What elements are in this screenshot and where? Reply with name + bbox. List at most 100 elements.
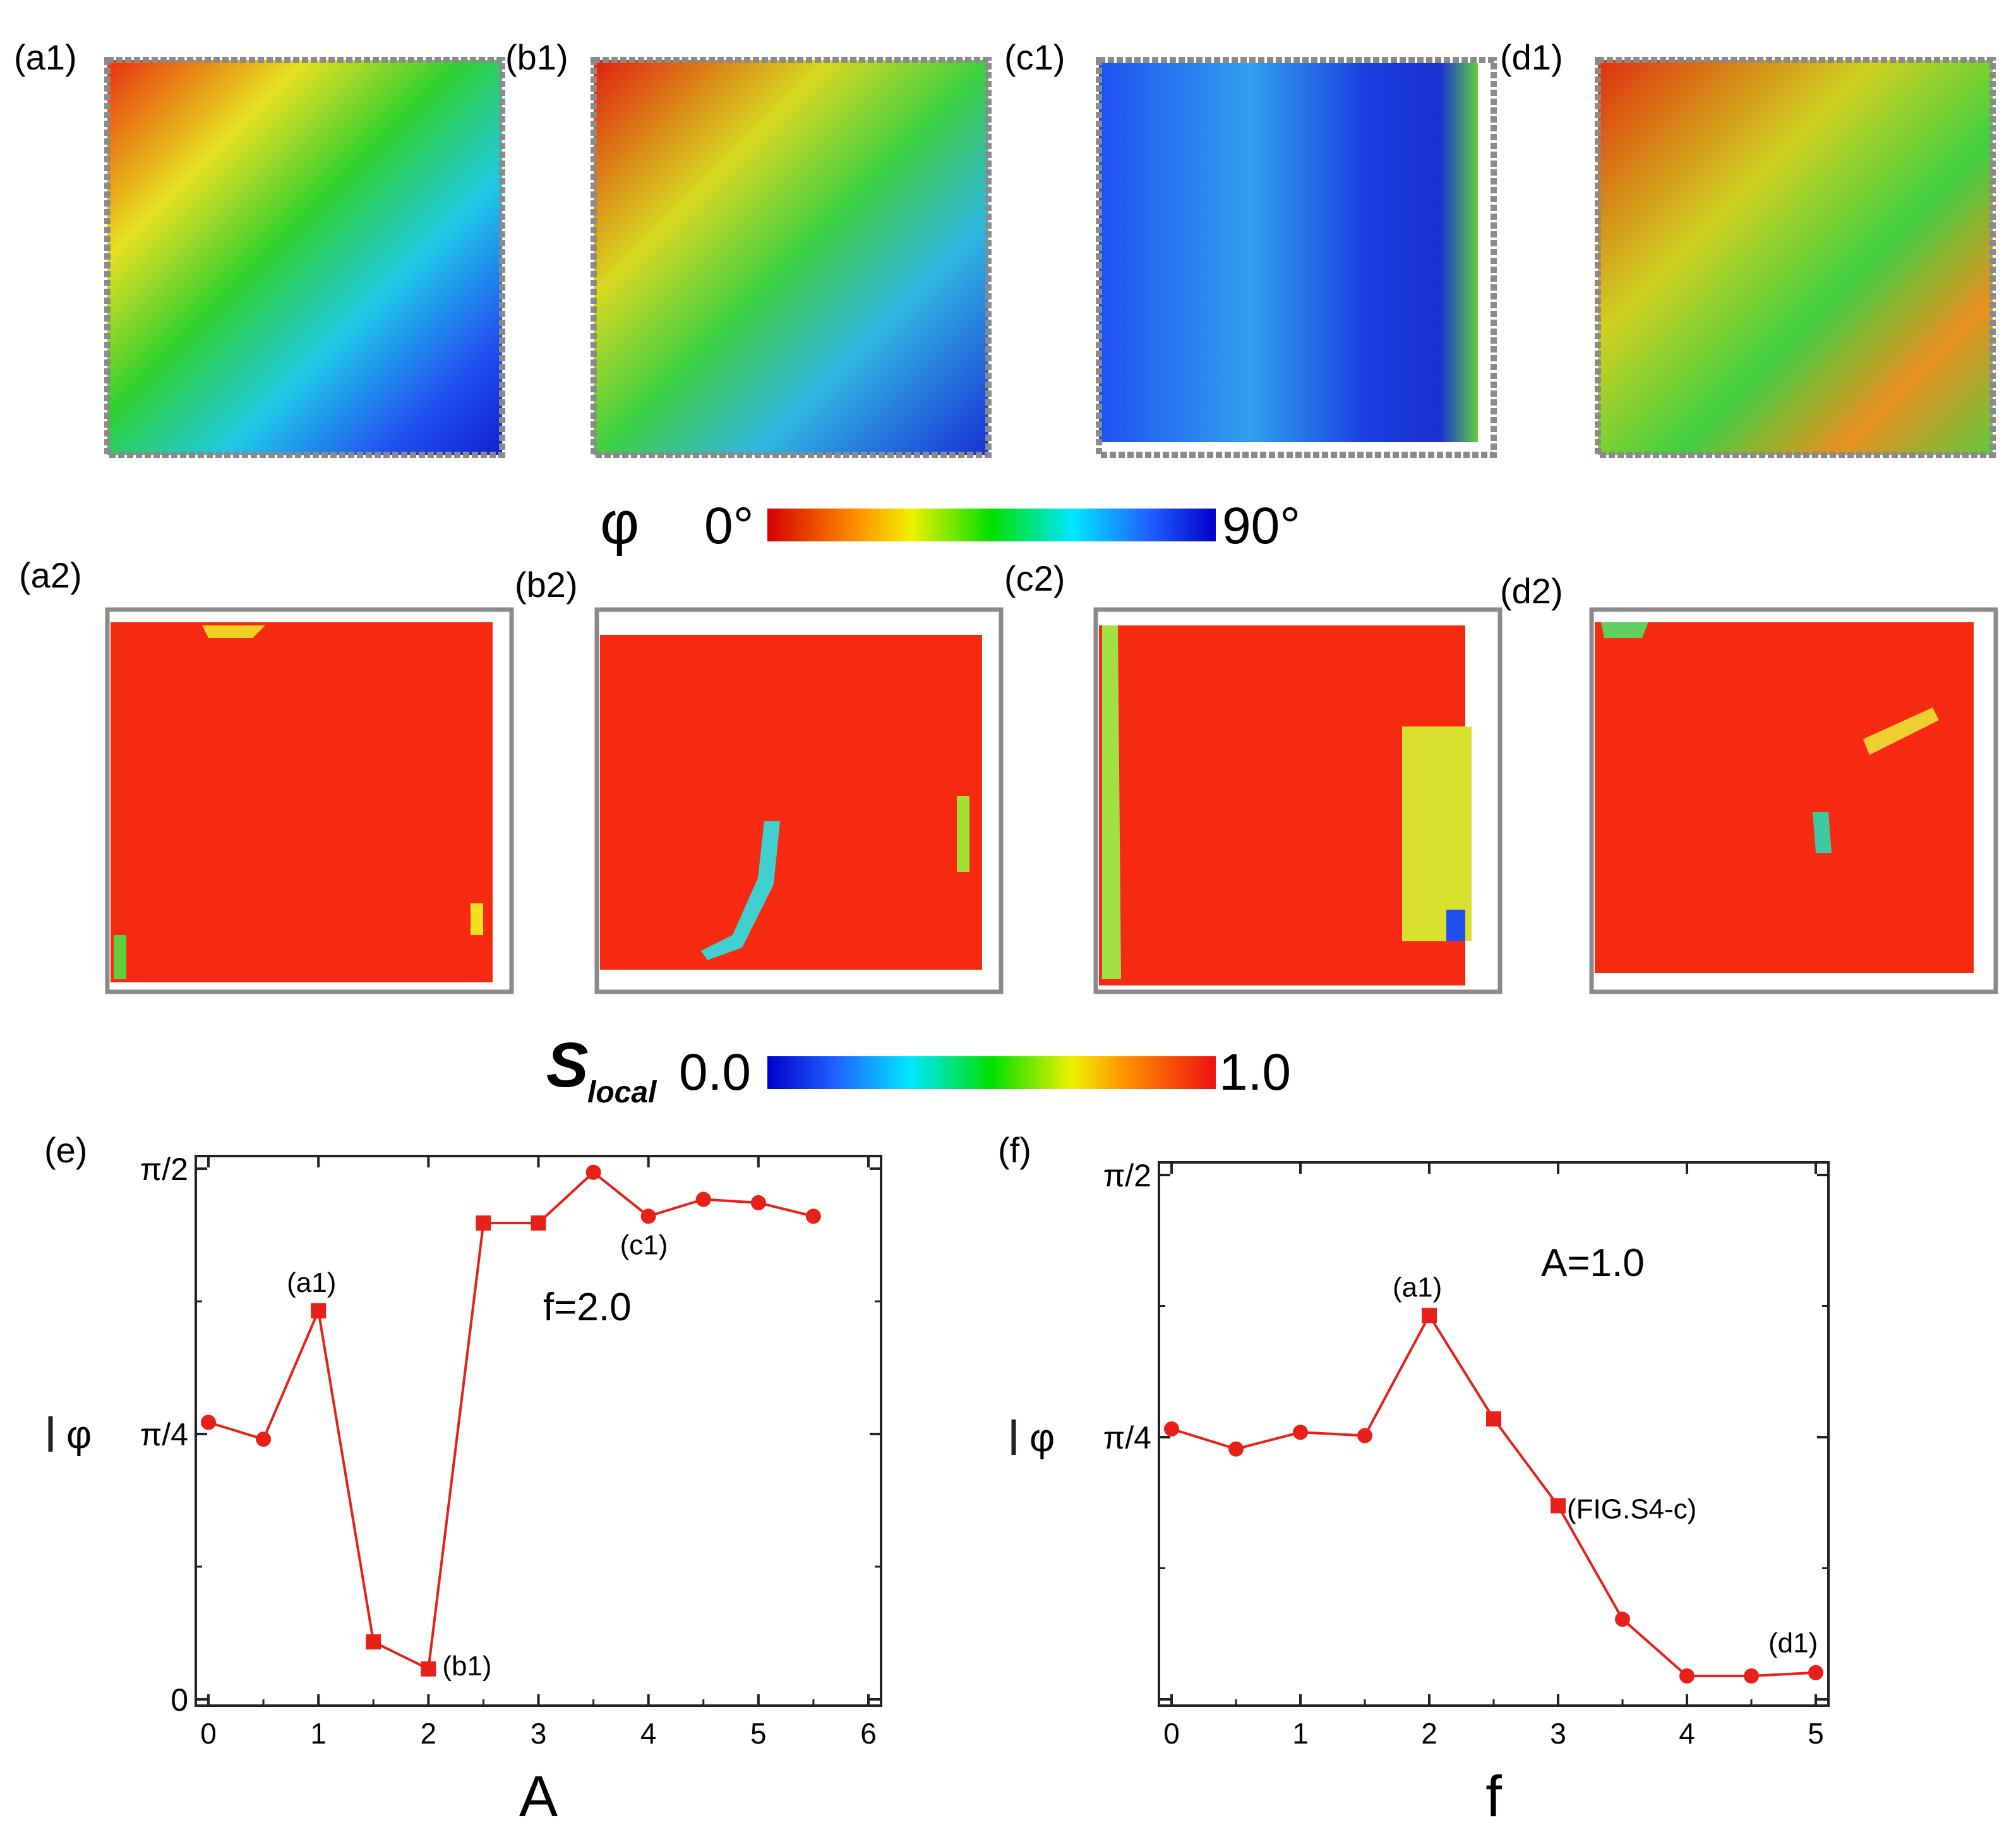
panel-label-c2: (c2) — [1004, 558, 1065, 598]
panel-label-b1: (b1) — [505, 37, 568, 77]
order-map-c2-defect — [1446, 910, 1465, 941]
data-point-circle — [695, 1191, 711, 1207]
phi-colorbar-min-label: 0° — [704, 497, 753, 555]
plot-frame — [1158, 1161, 1830, 1707]
data-point-circle — [750, 1195, 766, 1210]
y-tick-label: 0 — [171, 1682, 188, 1718]
point-label: (d1) — [1768, 1628, 1818, 1659]
x-tick-label: 2 — [421, 1717, 437, 1750]
data-point-square — [1551, 1498, 1566, 1514]
y-tick-label: π/2 — [1103, 1158, 1151, 1193]
x-tick-label: 1 — [310, 1717, 327, 1750]
slocal-colorbar-min-label: 0.0 — [679, 1044, 751, 1101]
order-map-a2-frame — [105, 607, 514, 994]
panel-label-d1: (d1) — [1500, 37, 1563, 77]
x-tick-label: 0 — [1163, 1717, 1180, 1750]
x-tick-label: 4 — [1679, 1717, 1695, 1750]
snapshot-c1-frame — [1096, 57, 1497, 458]
panel-label-a2: (a2) — [19, 555, 82, 595]
order-map-b2-frame — [594, 607, 1004, 994]
snapshot-d1 — [1595, 57, 1996, 458]
data-point-circle — [1679, 1668, 1695, 1684]
data-point-square — [311, 1303, 327, 1319]
y-tick-label: π/2 — [140, 1152, 188, 1187]
order-map-a2-defect — [202, 625, 265, 638]
point-label: (c1) — [620, 1229, 668, 1260]
data-point-circle — [1228, 1441, 1244, 1457]
slocal-colorbar-subscript: local — [587, 1076, 657, 1109]
order-map-b2-defect — [701, 821, 780, 960]
data-point-circle — [1744, 1668, 1759, 1684]
order-map-c2-frame — [1093, 607, 1503, 994]
x-tick-label: 5 — [750, 1717, 767, 1750]
x-tick-label: 2 — [1421, 1717, 1437, 1750]
slocal-colorbar: S local 0.0 1.0 — [546, 1030, 1291, 1109]
chart-e: 0 1 2 3 4 5 6 0 π/4 π/2 φ Af=2.0 (a1) (b1) (c1) — [48, 1152, 882, 1829]
data-point-square — [366, 1634, 381, 1650]
panel-label-c1: (c1) — [1004, 37, 1065, 77]
data-point-circle — [256, 1431, 272, 1447]
panel-label-a1: (a1) — [14, 37, 77, 77]
order-map-a2 — [105, 607, 514, 994]
data-point-square — [1422, 1308, 1437, 1323]
order-map-d2-defect — [1813, 812, 1832, 853]
chart-annotation: f=2.0 — [543, 1286, 632, 1329]
snapshot-b1 — [591, 57, 992, 458]
order-map-c2 — [1093, 607, 1503, 994]
panel-label-f: (f) — [998, 1130, 1031, 1170]
panel-label-b2: (b2) — [515, 565, 578, 605]
snapshot-a1 — [104, 57, 505, 458]
x-axis-label: A — [519, 1764, 558, 1829]
x-tick-label: 0 — [200, 1717, 217, 1750]
order-map-a2-defect — [114, 935, 126, 979]
data-point-circle — [201, 1414, 216, 1430]
data-point-circle — [1357, 1428, 1372, 1443]
data-point-circle — [1164, 1421, 1179, 1437]
x-tick-label: 3 — [531, 1717, 547, 1750]
data-point-square — [476, 1215, 491, 1231]
order-map-d2-defect — [1863, 708, 1939, 755]
x-tick-label: 6 — [860, 1717, 877, 1750]
data-point-circle — [805, 1208, 821, 1224]
order-map-a2-field — [111, 622, 493, 982]
data-point-circle — [1615, 1612, 1630, 1627]
order-map-b2 — [594, 607, 1004, 994]
snapshot-a1-frame — [104, 57, 505, 458]
snapshot-c1-field — [1099, 63, 1478, 442]
snapshot-b1-frame — [591, 57, 992, 458]
point-label: (b1) — [442, 1651, 491, 1682]
snapshot-c1 — [1096, 57, 1497, 458]
chart-f: 0 1 2 3 4 5 π/4 π/2 φ f A=1.0 (a1) (FIG.S4-c) (d1) — [1011, 1158, 1830, 1829]
x-tick-label: 4 — [640, 1717, 657, 1750]
y-tick-label: π/4 — [1103, 1420, 1151, 1455]
series-line — [1171, 1313, 1816, 1678]
order-map-d2-field — [1595, 622, 1974, 973]
slocal-colorbar-symbol: S — [546, 1030, 589, 1100]
order-map-d2-defect — [1601, 622, 1648, 638]
order-map-d2-frame — [1589, 607, 1998, 994]
point-label: (a1) — [1393, 1272, 1442, 1303]
x-tick-label: 3 — [1550, 1717, 1566, 1750]
order-map-a2-defect — [471, 903, 483, 935]
x-tick-label: 5 — [1808, 1717, 1824, 1750]
point-label: (a1) — [287, 1267, 336, 1298]
panel-label-d2: (d2) — [1500, 571, 1563, 611]
data-point-circle — [640, 1208, 656, 1224]
snapshot-b1-field — [594, 60, 988, 455]
data-point-circle — [1293, 1425, 1308, 1440]
phi-colorbar-gradient — [767, 509, 1216, 541]
snapshot-d1-field — [1598, 60, 1993, 455]
plot-frame — [195, 1155, 882, 1707]
data-point-square — [531, 1215, 546, 1231]
data-point-circle — [1808, 1665, 1823, 1680]
order-map-b2-defect — [957, 796, 969, 872]
chart-annotation: A=1.0 — [1541, 1241, 1645, 1285]
x-tick-label: 1 — [1292, 1717, 1309, 1750]
data-point-square — [421, 1661, 436, 1677]
y-axis-label: φ — [1029, 1416, 1055, 1460]
phi-colorbar-symbol: φ — [600, 489, 639, 557]
data-point-circle — [585, 1164, 601, 1180]
data-point-square — [1486, 1411, 1501, 1427]
snapshot-d1-frame — [1595, 57, 1996, 458]
